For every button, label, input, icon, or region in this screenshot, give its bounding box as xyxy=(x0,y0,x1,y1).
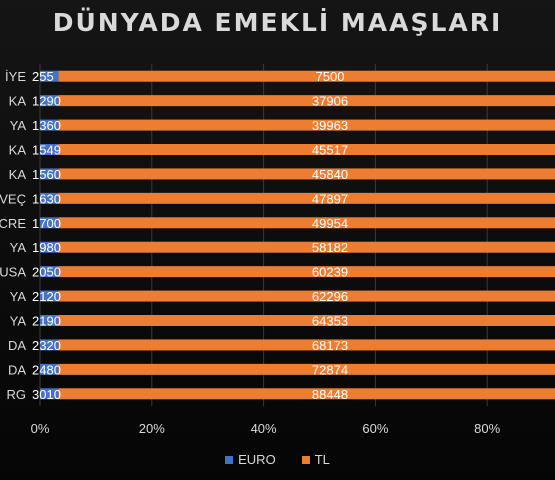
data-label-tl: 47897 xyxy=(312,191,348,206)
data-label-tl: 45840 xyxy=(312,167,348,182)
data-label-tl: 88448 xyxy=(312,387,348,402)
data-label-euro: 1630 xyxy=(32,191,61,206)
data-label-tl: 45517 xyxy=(312,143,348,158)
y-tick-label: YA xyxy=(10,314,27,329)
bar-tl xyxy=(58,95,555,107)
bar-euro xyxy=(40,315,59,326)
legend-label-euro: EURO xyxy=(238,452,276,467)
bar-tl xyxy=(58,266,555,278)
data-label-tl: 39963 xyxy=(312,118,348,133)
bar-euro xyxy=(40,363,59,375)
bar-tl xyxy=(58,363,555,375)
chart-title: DÜNYADA EMEKLİ MAAŞLARI xyxy=(52,8,503,37)
x-tick-label: 40% xyxy=(251,421,277,436)
y-tick-label: VEÇ xyxy=(0,191,26,206)
data-label-euro: 1360 xyxy=(32,118,61,133)
legend-item-euro: EURO xyxy=(225,452,276,467)
bar-tl xyxy=(58,168,555,180)
data-label-euro: 2050 xyxy=(32,265,61,280)
data-label-euro: 2120 xyxy=(32,289,61,304)
y-tick-label: CRE xyxy=(0,216,26,231)
bar-euro xyxy=(40,217,59,229)
x-tick-label: 20% xyxy=(139,421,165,436)
legend-swatch-tl xyxy=(301,455,310,464)
y-tick-label: YA xyxy=(10,240,27,255)
data-label-euro: 2190 xyxy=(32,314,61,329)
bar-euro xyxy=(40,388,59,400)
data-label-tl: 68173 xyxy=(312,338,348,353)
y-tick-label: DA xyxy=(8,362,26,377)
bar-euro xyxy=(40,192,59,204)
x-tick-label: 60% xyxy=(362,421,388,436)
bar-euro xyxy=(40,70,59,82)
bar-tl xyxy=(58,241,555,253)
data-label-tl: 64353 xyxy=(312,314,348,329)
data-label-tl: 58182 xyxy=(312,240,348,255)
bar-tl xyxy=(58,144,555,155)
data-label-euro: 3010 xyxy=(32,387,61,402)
data-label-tl: 72874 xyxy=(312,362,348,377)
data-label-tl: 7500 xyxy=(316,69,345,84)
y-tick-label: YA xyxy=(10,118,27,133)
data-label-euro: 1290 xyxy=(32,94,61,109)
legend-swatch-euro xyxy=(225,455,234,464)
data-label-euro: 1980 xyxy=(32,240,61,255)
data-label-euro: 1560 xyxy=(32,167,61,182)
bar-tl xyxy=(58,290,555,302)
bar-euro xyxy=(40,290,59,302)
data-label-tl: 62296 xyxy=(312,289,348,304)
bar-tl xyxy=(58,315,555,326)
bar-tl xyxy=(58,339,555,351)
bar-euro xyxy=(40,266,59,278)
y-tick-label: RG xyxy=(7,387,27,402)
bar-euro xyxy=(40,119,59,131)
data-label-tl: 49954 xyxy=(312,216,348,231)
x-tick-label: 80% xyxy=(474,421,500,436)
y-tick-label: KA xyxy=(9,167,27,182)
bar-euro xyxy=(40,95,59,107)
y-tick-label: İYE xyxy=(5,69,26,84)
bar-tl xyxy=(58,388,555,400)
y-tick-label: YA xyxy=(10,289,27,304)
legend-item-tl: TL xyxy=(301,452,330,467)
y-tick-label: KA xyxy=(9,94,27,109)
legend-label-tl: TL xyxy=(314,452,330,467)
legend: EURO TL xyxy=(0,452,555,467)
bar-euro xyxy=(40,241,59,253)
data-label-tl: 37906 xyxy=(312,94,348,109)
bar-tl xyxy=(58,119,555,131)
data-label-tl: 60239 xyxy=(312,265,348,280)
data-label-euro: 1700 xyxy=(32,216,61,231)
x-tick-label: 0% xyxy=(31,421,50,436)
bar-tl xyxy=(58,192,555,204)
bar-euro xyxy=(40,144,59,155)
bar-euro xyxy=(40,168,59,180)
bar-tl xyxy=(58,70,555,82)
bar-tl xyxy=(58,217,555,229)
data-label-euro: 2480 xyxy=(32,362,61,377)
y-tick-label: KA xyxy=(9,143,27,158)
bar-euro xyxy=(40,339,59,351)
data-label-euro: 1549 xyxy=(32,143,61,158)
data-label-euro: 255 xyxy=(32,69,54,84)
y-tick-label: USA xyxy=(0,265,26,280)
y-tick-label: DA xyxy=(8,338,26,353)
data-label-euro: 2320 xyxy=(32,338,61,353)
